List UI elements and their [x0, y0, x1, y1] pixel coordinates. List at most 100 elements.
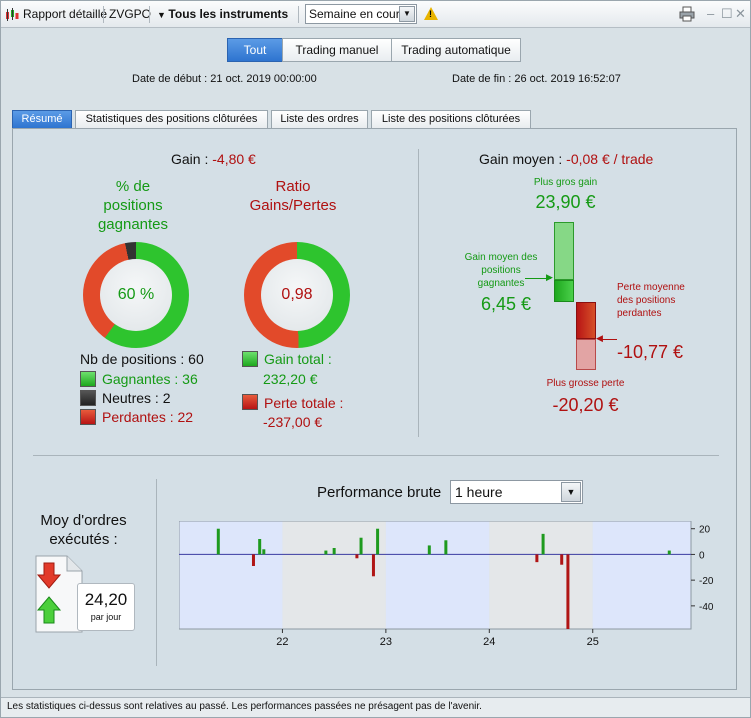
- candlestick-icon[interactable]: [5, 8, 19, 22]
- winners-count: Gagnantes : 36: [102, 371, 198, 387]
- positions-count: Nb de positions : 60: [80, 351, 204, 367]
- best-gain-label: Plus gros gain: [533, 177, 598, 188]
- y-tick-label: -40: [699, 602, 714, 613]
- chart-bar: [541, 533, 545, 555]
- neutral-swatch: [80, 390, 96, 406]
- print-icon[interactable]: [679, 6, 695, 22]
- avg-orders-unit: par jour: [90, 612, 122, 622]
- day-band: [489, 521, 593, 629]
- arrow-left-icon-head: ◀: [596, 333, 603, 343]
- end-date-value: 26 oct. 2019 16:52:07: [514, 73, 621, 85]
- period-select-value: Semaine en cours: [309, 7, 406, 21]
- start-date-value: 21 oct. 2019 00:00:00: [210, 73, 317, 85]
- caret-down-icon: ▼: [157, 10, 169, 20]
- start-date: Date de début : 21 oct. 2019 00:00:00: [132, 73, 317, 85]
- mode-manual-button[interactable]: Trading manuel: [282, 38, 392, 62]
- losers-swatch: [80, 409, 96, 425]
- plot-frame: [179, 521, 692, 630]
- y-tick-label: 20: [699, 525, 711, 536]
- total-loss-value: -237,00 €: [263, 414, 323, 430]
- chart-bar: [324, 550, 328, 555]
- tab-orders-list[interactable]: Liste des ordres: [271, 110, 368, 128]
- chart-bar: [560, 554, 564, 565]
- avg-win-label: Gain moyen des positions gagnantes: [464, 252, 538, 289]
- win-rate-donut: 60 %: [83, 242, 189, 348]
- minimize-icon[interactable]: –: [707, 6, 715, 21]
- detailed-report-button[interactable]: Rapport détaillé: [23, 7, 108, 21]
- x-tick-label: 25: [587, 636, 599, 648]
- chevron-down-icon[interactable]: ▼: [561, 482, 581, 502]
- x-tick-label: 22: [276, 636, 288, 648]
- arrow-left-icon: [601, 339, 617, 340]
- mode-automatic-button[interactable]: Trading automatique: [391, 38, 521, 62]
- worst-loss-bar: [576, 339, 596, 370]
- warning-icon[interactable]: !: [424, 7, 438, 20]
- chart-bar: [566, 554, 570, 629]
- avg-win-bar: [554, 280, 574, 302]
- x-tick-label: 23: [380, 636, 392, 648]
- instruments-dropdown[interactable]: ▼ Tous les instruments: [157, 1, 288, 28]
- mode-tout-button[interactable]: Tout: [227, 38, 283, 62]
- chart-bar: [216, 528, 220, 555]
- total-loss-swatch: [242, 394, 258, 410]
- avg-gain-label: Gain moyen :: [479, 151, 563, 167]
- instruments-label: Tous les instruments: [168, 7, 289, 21]
- total-gain-value: 232,20 €: [263, 371, 318, 387]
- chart-bar: [332, 548, 336, 555]
- total-loss-label: Perte totale :: [264, 395, 344, 411]
- chevron-down-icon[interactable]: ▼: [399, 6, 415, 22]
- chart-bar: [444, 540, 448, 555]
- chart-bar: [258, 539, 262, 555]
- maximize-icon[interactable]: ☐: [721, 6, 733, 21]
- performance-chart: 20 0 -20 -40 22 23 24 25: [179, 521, 714, 648]
- gain-value: -4,80 €: [212, 151, 256, 167]
- toolbar: Rapport détaillé ZVGPO ▼ Tous les instru…: [1, 1, 750, 28]
- close-icon[interactable]: ✕: [735, 6, 746, 21]
- total-gain-label: Gain total :: [264, 351, 332, 367]
- toolbar-separator: [149, 6, 150, 23]
- avg-orders-card: 24,20 par jour: [77, 583, 135, 631]
- tab-closed-positions-list[interactable]: Liste des positions clôturées: [371, 110, 531, 128]
- orders-document-icon: [35, 555, 83, 633]
- y-tick-label: 0: [699, 550, 705, 561]
- best-gain-value: 23,90 €: [535, 192, 596, 212]
- bottom-vertical-divider: [156, 479, 157, 666]
- chart-bar: [262, 549, 266, 555]
- performance-period-select[interactable]: 1 heure ▼: [450, 480, 583, 504]
- chart-bar: [535, 554, 539, 563]
- day-band: [179, 521, 283, 629]
- profit-ratio-donut: 0,98: [244, 242, 350, 348]
- status-bar: Les statistiques ci-dessus sont relative…: [1, 697, 750, 717]
- vertical-divider: [418, 149, 419, 437]
- arrow-right-icon: [525, 278, 551, 279]
- trading-mode-selector: Tout Trading manuel Trading automatique: [227, 38, 521, 62]
- chart-bar: [376, 528, 380, 555]
- arrow-right-icon-head: ▶: [546, 272, 553, 282]
- chart-bar: [427, 545, 431, 555]
- avg-loss-label: Perte moyenne des positions perdantes: [617, 282, 685, 319]
- tab-summary[interactable]: Résumé: [12, 110, 72, 128]
- best-gain-bar: [554, 222, 574, 280]
- chart-bar: [359, 537, 363, 555]
- performance-title: Performance brute: [317, 484, 442, 501]
- total-gain-swatch: [242, 351, 258, 367]
- period-select[interactable]: Semaine en cours ▼: [305, 4, 417, 24]
- winners-swatch: [80, 371, 96, 387]
- tab-closed-positions-stats[interactable]: Statistiques des positions clôturées: [75, 110, 268, 128]
- day-band: [282, 521, 386, 629]
- toolbar-separator: [103, 6, 104, 23]
- chart-bar: [667, 550, 671, 555]
- avg-orders-title: Moy d'ordres exécutés :: [40, 512, 127, 548]
- y-tick-label: -20: [699, 576, 714, 587]
- toolbar-separator: [298, 6, 299, 23]
- win-rate-value: 60 %: [100, 259, 172, 331]
- start-date-label: Date de début :: [132, 73, 208, 85]
- day-band: [592, 521, 691, 629]
- summary-panel: Gain : -4,80 € % de positions gagnantes …: [12, 128, 737, 690]
- chart-bar: [371, 554, 375, 577]
- account-label[interactable]: ZVGPO: [109, 7, 152, 21]
- worst-loss-value: -20,20 €: [552, 395, 619, 415]
- day-band: [385, 521, 490, 629]
- avg-gain-value: -0,08 € / trade: [566, 151, 654, 167]
